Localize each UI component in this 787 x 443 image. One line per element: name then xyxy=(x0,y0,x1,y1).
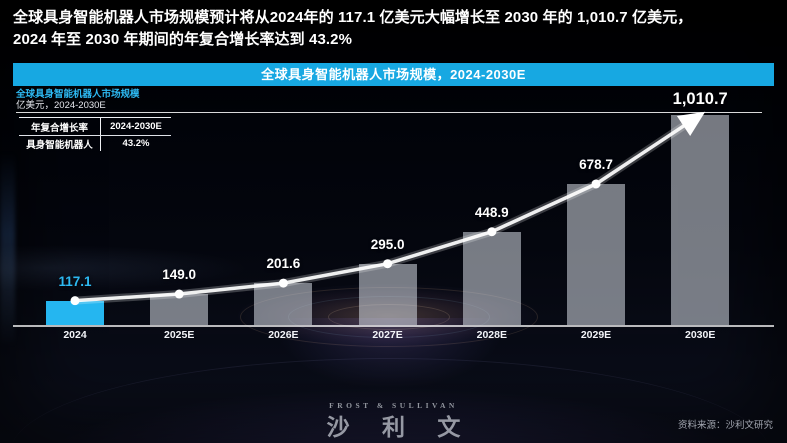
bar-value-label: 295.0 xyxy=(370,236,405,252)
cagr-header-period: 2024-2030E xyxy=(100,117,171,136)
bar-2029E xyxy=(567,183,625,325)
cagr-table-header-row: 年复合增长率 2024-2030E xyxy=(19,117,171,136)
bar-2030E xyxy=(671,115,730,325)
data-point-dot xyxy=(70,296,80,306)
x-axis-label: 2024 xyxy=(63,329,87,341)
headline: 全球具身智能机器人市场规模预计将从2024年的 117.1 亿美元大幅增长至 2… xyxy=(13,7,777,51)
data-point-dot xyxy=(278,278,288,288)
data-point-dot xyxy=(174,289,184,299)
bar-value-label: 149.0 xyxy=(162,267,197,283)
shalwen-logo: 沙 利 文 xyxy=(326,414,474,440)
cagr-row-label: 具身智能机器人 xyxy=(26,139,93,151)
frost-sullivan-logo-text: FROST & SULLIVAN xyxy=(329,401,458,410)
data-point-dot xyxy=(487,227,497,237)
bar-value-label: 1,010.7 xyxy=(672,90,728,108)
headline-line-1: 全球具身智能机器人市场规模预计将从2024年的 117.1 亿美元大幅增长至 2… xyxy=(13,9,693,26)
bar-value-label: 117.1 xyxy=(58,273,92,289)
x-axis-line xyxy=(13,325,774,327)
chart-banner-title: 全球具身智能机器人市场规模，2024-2030E xyxy=(261,67,526,82)
bar-value-label: 678.7 xyxy=(579,156,613,172)
cagr-row-value: 43.2% xyxy=(100,135,171,151)
x-axis-label: 2029E xyxy=(580,329,612,341)
cagr-table: 年复合增长率 2024-2030E 具身智能机器人 43.2% xyxy=(19,117,171,151)
bar-2026E xyxy=(254,283,313,325)
trend-line xyxy=(73,120,691,303)
data-point-dot xyxy=(383,259,393,269)
bar-2028E xyxy=(462,231,521,325)
chart-banner: 全球具身智能机器人市场规模，2024-2030E xyxy=(13,63,774,86)
chart-title: 全球具身智能机器人市场规模 xyxy=(16,89,140,100)
cagr-header-metric: 年复合增长率 xyxy=(19,117,101,136)
source-note: 资料来源：沙利文研究 xyxy=(677,420,773,431)
x-axis-label: 2028E xyxy=(476,329,507,341)
x-axis-label: 2026E xyxy=(268,329,299,341)
bar-2025E xyxy=(150,294,209,325)
x-axis-label: 2025E xyxy=(164,329,195,341)
chart-unit-subtitle: 亿美元，2024-2030E xyxy=(16,100,106,111)
headline-line-2: 2024 年至 2030 年期间的年复合增长率达到 43.2% xyxy=(13,31,353,48)
trend-arrow-icon xyxy=(676,111,706,137)
cagr-table-data-row: 具身智能机器人 43.2% xyxy=(19,135,171,151)
trend-line-glow xyxy=(71,118,693,305)
bar-value-label: 201.6 xyxy=(266,256,301,272)
bar-2027E xyxy=(358,263,417,325)
x-axis-label: 2027E xyxy=(372,329,403,341)
x-axis-label: 2030E xyxy=(685,329,716,341)
bar-value-label: 448.9 xyxy=(474,204,509,220)
header-divider xyxy=(16,112,762,113)
data-point-dot xyxy=(591,179,601,189)
